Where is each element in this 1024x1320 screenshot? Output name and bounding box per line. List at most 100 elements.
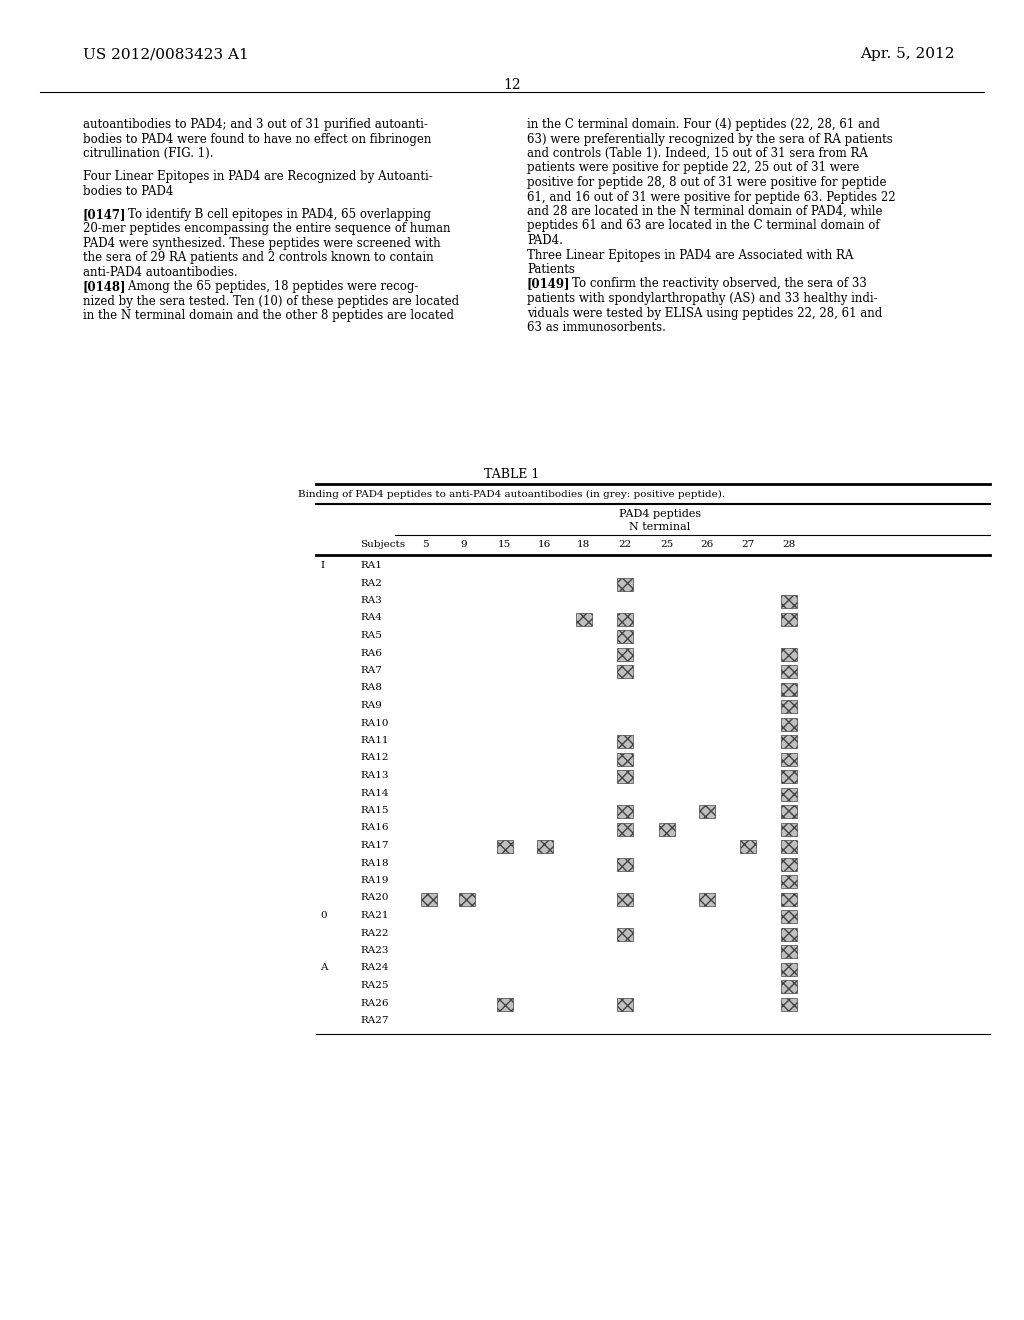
Bar xyxy=(699,892,715,906)
Text: RA12: RA12 xyxy=(360,754,388,763)
Bar xyxy=(781,700,797,713)
Bar xyxy=(659,822,675,836)
Text: RA5: RA5 xyxy=(360,631,382,640)
Text: bodies to PAD4: bodies to PAD4 xyxy=(83,185,173,198)
Text: RA17: RA17 xyxy=(360,841,388,850)
Bar xyxy=(617,805,633,818)
Bar xyxy=(617,822,633,836)
Text: 9: 9 xyxy=(460,540,467,549)
Text: 15: 15 xyxy=(498,540,511,549)
Text: 63) were preferentially recognized by the sera of RA patients: 63) were preferentially recognized by th… xyxy=(527,132,893,145)
Bar xyxy=(740,840,756,853)
Bar xyxy=(781,998,797,1011)
Text: anti-PAD4 autoantibodies.: anti-PAD4 autoantibodies. xyxy=(83,265,238,279)
Text: RA11: RA11 xyxy=(360,737,388,744)
Bar xyxy=(781,788,797,800)
Text: RA24: RA24 xyxy=(360,964,388,973)
Bar xyxy=(617,665,633,678)
Text: and controls (Table 1). Indeed, 15 out of 31 sera from RA: and controls (Table 1). Indeed, 15 out o… xyxy=(527,147,868,160)
Text: RA10: RA10 xyxy=(360,718,388,727)
Text: N terminal: N terminal xyxy=(630,521,690,532)
Text: RA20: RA20 xyxy=(360,894,388,903)
Text: A: A xyxy=(319,964,328,973)
Text: RA14: RA14 xyxy=(360,788,388,797)
Text: RA9: RA9 xyxy=(360,701,382,710)
Text: RA22: RA22 xyxy=(360,928,388,937)
Bar xyxy=(781,648,797,660)
Text: RA19: RA19 xyxy=(360,876,388,884)
Text: 63 as immunosorbents.: 63 as immunosorbents. xyxy=(527,321,666,334)
Text: the sera of 29 RA patients and 2 controls known to contain: the sera of 29 RA patients and 2 control… xyxy=(83,251,433,264)
Bar xyxy=(617,612,633,626)
Bar xyxy=(617,630,633,643)
Text: RA27: RA27 xyxy=(360,1016,388,1026)
Text: RA25: RA25 xyxy=(360,981,388,990)
Text: 27: 27 xyxy=(741,540,755,549)
Text: citrullination (FIG. 1).: citrullination (FIG. 1). xyxy=(83,147,213,160)
Bar xyxy=(781,665,797,678)
Text: RA23: RA23 xyxy=(360,946,388,954)
Bar xyxy=(421,892,437,906)
Text: Among the 65 peptides, 18 peptides were recog-: Among the 65 peptides, 18 peptides were … xyxy=(114,280,419,293)
Bar xyxy=(781,718,797,730)
Text: RA8: RA8 xyxy=(360,684,382,693)
Text: nized by the sera tested. Ten (10) of these peptides are located: nized by the sera tested. Ten (10) of th… xyxy=(83,294,459,308)
Text: RA1: RA1 xyxy=(360,561,382,570)
Text: viduals were tested by ELISA using peptides 22, 28, 61 and: viduals were tested by ELISA using pepti… xyxy=(527,306,883,319)
Bar xyxy=(781,858,797,870)
Bar xyxy=(617,735,633,748)
Bar xyxy=(497,998,513,1011)
Bar xyxy=(781,962,797,975)
Text: patients were positive for peptide 22, 25 out of 31 were: patients were positive for peptide 22, 2… xyxy=(527,161,859,174)
Bar xyxy=(781,805,797,818)
Text: I: I xyxy=(319,561,325,570)
Text: in the N terminal domain and the other 8 peptides are located: in the N terminal domain and the other 8… xyxy=(83,309,454,322)
Bar xyxy=(617,858,633,870)
Text: TABLE 1: TABLE 1 xyxy=(484,469,540,480)
Text: 28: 28 xyxy=(782,540,796,549)
Bar xyxy=(781,909,797,923)
Bar xyxy=(617,928,633,940)
Text: in the C terminal domain. Four (4) peptides (22, 28, 61 and: in the C terminal domain. Four (4) pepti… xyxy=(527,117,880,131)
Text: RA4: RA4 xyxy=(360,614,382,623)
Text: To confirm the reactivity observed, the sera of 33: To confirm the reactivity observed, the … xyxy=(557,277,867,290)
Text: RA7: RA7 xyxy=(360,667,382,675)
Text: 20-mer peptides encompassing the entire sequence of human: 20-mer peptides encompassing the entire … xyxy=(83,222,451,235)
Bar xyxy=(617,578,633,590)
Bar xyxy=(781,979,797,993)
Bar xyxy=(781,822,797,836)
Bar xyxy=(781,928,797,940)
Bar xyxy=(781,945,797,958)
Text: 25: 25 xyxy=(660,540,673,549)
Text: RA18: RA18 xyxy=(360,858,388,867)
Bar xyxy=(781,612,797,626)
Text: RA6: RA6 xyxy=(360,648,382,657)
Text: 22: 22 xyxy=(618,540,631,549)
Text: Patients: Patients xyxy=(527,263,574,276)
Text: 5: 5 xyxy=(422,540,429,549)
Text: RA16: RA16 xyxy=(360,824,388,833)
Text: PAD4 were synthesized. These peptides were screened with: PAD4 were synthesized. These peptides we… xyxy=(83,236,440,249)
Bar xyxy=(781,840,797,853)
Text: RA15: RA15 xyxy=(360,807,388,814)
Text: To identify B cell epitopes in PAD4, 65 overlapping: To identify B cell epitopes in PAD4, 65 … xyxy=(114,209,431,220)
Text: bodies to PAD4 were found to have no effect on fibrinogen: bodies to PAD4 were found to have no eff… xyxy=(83,132,431,145)
Text: RA2: RA2 xyxy=(360,578,382,587)
Bar xyxy=(781,682,797,696)
Text: Subjects: Subjects xyxy=(360,540,406,549)
Text: autoantibodies to PAD4; and 3 out of 31 purified autoanti-: autoantibodies to PAD4; and 3 out of 31 … xyxy=(83,117,428,131)
Bar xyxy=(537,840,553,853)
Text: 18: 18 xyxy=(577,540,590,549)
Bar xyxy=(497,840,513,853)
Text: 0: 0 xyxy=(319,911,327,920)
Text: PAD4 peptides: PAD4 peptides xyxy=(618,510,701,519)
Text: 12: 12 xyxy=(503,78,521,92)
Text: [0147]: [0147] xyxy=(83,209,127,220)
Bar xyxy=(781,770,797,783)
Text: Apr. 5, 2012: Apr. 5, 2012 xyxy=(860,48,955,61)
Text: Binding of PAD4 peptides to anti-PAD4 autoantibodies (in grey: positive peptide): Binding of PAD4 peptides to anti-PAD4 au… xyxy=(298,490,726,499)
Text: RA3: RA3 xyxy=(360,597,382,605)
Text: positive for peptide 28, 8 out of 31 were positive for peptide: positive for peptide 28, 8 out of 31 wer… xyxy=(527,176,887,189)
Bar xyxy=(781,752,797,766)
Text: [0148]: [0148] xyxy=(83,280,127,293)
